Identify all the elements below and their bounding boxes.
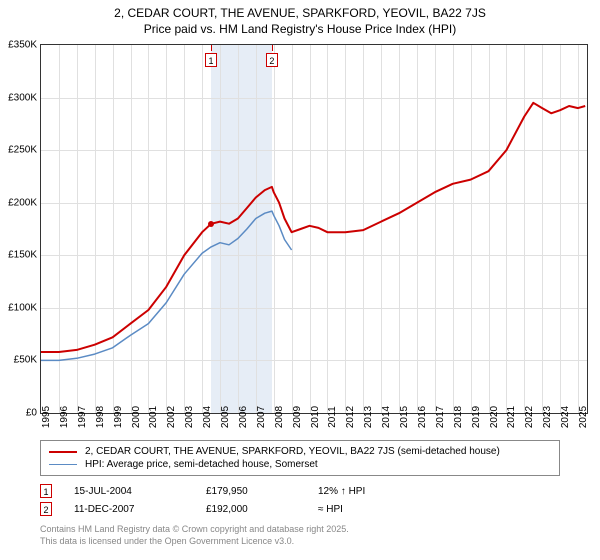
marker-badge-1: 1 [205, 53, 217, 67]
ytick-label: £200K [8, 197, 37, 208]
xtick-label: 2016 [417, 406, 428, 428]
xtick-label: 2019 [471, 406, 482, 428]
ytick-label: £250K [8, 145, 37, 156]
data-pct: 12% ↑ HPI [318, 486, 418, 497]
xtick-label: 2024 [560, 406, 571, 428]
xtick-label: 2000 [131, 406, 142, 428]
legend-label: HPI: Average price, semi-detached house,… [85, 459, 318, 470]
xtick-label: 1999 [113, 406, 124, 428]
xtick-label: 2007 [256, 406, 267, 428]
xtick-label: 1998 [95, 406, 106, 428]
chart-plot-area: £0£50K£100K£150K£200K£250K£300K£350K1995… [40, 44, 588, 414]
footer-line2: This data is licensed under the Open Gov… [40, 536, 560, 548]
ytick-label: £0 [26, 408, 37, 419]
legend-swatch [49, 451, 77, 453]
data-points-table: 1 15-JUL-2004 £179,950 12% ↑ HPI 2 11-DE… [40, 482, 560, 518]
marker-badge: 2 [40, 502, 52, 516]
xtick-label: 2013 [363, 406, 374, 428]
marker-tick [211, 45, 212, 51]
ytick-label: £300K [8, 92, 37, 103]
chart-lines-svg [41, 45, 587, 413]
xtick-label: 2021 [506, 406, 517, 428]
xtick-label: 2023 [542, 406, 553, 428]
data-date: 15-JUL-2004 [74, 486, 184, 497]
xtick-label: 2011 [327, 406, 338, 428]
data-pct: ≈ HPI [318, 504, 418, 515]
chart-container: 2, CEDAR COURT, THE AVENUE, SPARKFORD, Y… [0, 0, 600, 560]
chart-legend: 2, CEDAR COURT, THE AVENUE, SPARKFORD, Y… [40, 440, 560, 476]
marker-badge-2: 2 [266, 53, 278, 67]
xtick-label: 2008 [274, 406, 285, 428]
ytick-label: £350K [8, 40, 37, 51]
series-line-subject [41, 103, 585, 352]
xtick-label: 2006 [238, 406, 249, 428]
legend-label: 2, CEDAR COURT, THE AVENUE, SPARKFORD, Y… [85, 446, 500, 457]
data-price: £179,950 [206, 486, 296, 497]
xtick-label: 2014 [381, 406, 392, 428]
xtick-label: 2005 [220, 406, 231, 428]
ytick-label: £50K [14, 355, 37, 366]
xtick-label: 2001 [148, 406, 159, 428]
legend-row: HPI: Average price, semi-detached house,… [49, 458, 551, 471]
marker-dot-1 [208, 221, 214, 227]
xtick-label: 2010 [310, 406, 321, 428]
marker-tick [272, 45, 273, 51]
xtick-label: 2020 [489, 406, 500, 428]
xtick-label: 2015 [399, 406, 410, 428]
xtick-label: 1997 [77, 406, 88, 428]
chart-title-line2: Price paid vs. HM Land Registry's House … [0, 20, 600, 36]
marker-badge: 1 [40, 484, 52, 498]
xtick-label: 2004 [202, 406, 213, 428]
data-price: £192,000 [206, 504, 296, 515]
data-row: 1 15-JUL-2004 £179,950 12% ↑ HPI [40, 482, 560, 500]
xtick-label: 2025 [578, 406, 589, 428]
legend-swatch [49, 464, 77, 465]
legend-row: 2, CEDAR COURT, THE AVENUE, SPARKFORD, Y… [49, 445, 551, 458]
footer-line1: Contains HM Land Registry data © Crown c… [40, 524, 560, 536]
xtick-label: 2009 [292, 406, 303, 428]
xtick-label: 2017 [435, 406, 446, 428]
footer-attribution: Contains HM Land Registry data © Crown c… [40, 524, 560, 547]
xtick-label: 1995 [41, 406, 52, 428]
ytick-label: £150K [8, 250, 37, 261]
xtick-label: 2002 [166, 406, 177, 428]
data-date: 11-DEC-2007 [74, 504, 184, 515]
xtick-label: 2018 [453, 406, 464, 428]
ytick-label: £100K [8, 302, 37, 313]
xtick-label: 2003 [184, 406, 195, 428]
chart-title-line1: 2, CEDAR COURT, THE AVENUE, SPARKFORD, Y… [0, 0, 600, 20]
data-row: 2 11-DEC-2007 £192,000 ≈ HPI [40, 500, 560, 518]
xtick-label: 2012 [345, 406, 356, 428]
xtick-label: 1996 [59, 406, 70, 428]
xtick-label: 2022 [524, 406, 535, 428]
